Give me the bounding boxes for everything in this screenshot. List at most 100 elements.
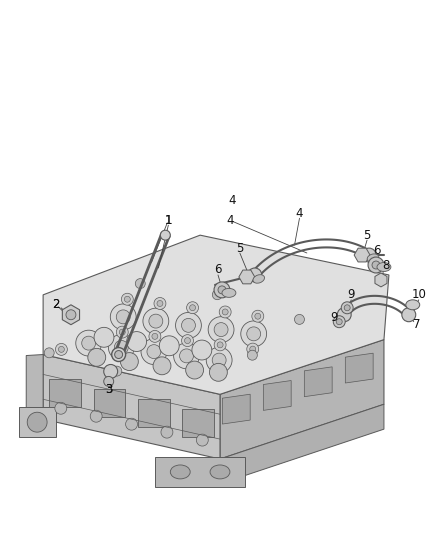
Circle shape [222, 309, 228, 315]
Circle shape [362, 248, 376, 262]
Circle shape [120, 353, 138, 370]
Text: 3: 3 [105, 383, 113, 396]
Polygon shape [263, 381, 291, 410]
Circle shape [241, 321, 267, 347]
Polygon shape [239, 270, 255, 284]
Text: 4: 4 [296, 207, 303, 220]
Circle shape [187, 302, 198, 314]
Circle shape [114, 341, 128, 354]
Circle shape [58, 346, 64, 352]
Polygon shape [375, 273, 387, 287]
Text: 3: 3 [105, 383, 113, 396]
Circle shape [214, 339, 226, 351]
Circle shape [117, 326, 128, 338]
Circle shape [104, 365, 118, 378]
Circle shape [337, 308, 351, 322]
Text: 2: 2 [52, 298, 60, 311]
Ellipse shape [222, 288, 236, 297]
Text: 7: 7 [413, 318, 420, 331]
Circle shape [181, 318, 195, 332]
Circle shape [76, 330, 102, 356]
Text: 8: 8 [382, 259, 390, 271]
Text: 6: 6 [214, 263, 222, 277]
Circle shape [141, 338, 167, 365]
Circle shape [176, 312, 201, 338]
Circle shape [154, 297, 166, 310]
Circle shape [214, 322, 228, 336]
Circle shape [160, 230, 170, 240]
Circle shape [157, 301, 163, 306]
Polygon shape [182, 409, 214, 437]
Circle shape [192, 340, 212, 360]
Text: 9: 9 [331, 311, 338, 324]
Circle shape [127, 332, 147, 351]
Text: 2: 2 [52, 298, 60, 311]
Text: 5: 5 [236, 241, 244, 255]
Circle shape [161, 426, 173, 438]
Polygon shape [19, 407, 56, 437]
Polygon shape [43, 354, 220, 459]
Circle shape [112, 366, 122, 376]
Text: 5: 5 [364, 229, 371, 241]
Circle shape [180, 349, 194, 363]
Circle shape [143, 308, 169, 334]
Polygon shape [354, 248, 370, 262]
Circle shape [372, 261, 380, 269]
Circle shape [212, 290, 222, 300]
Circle shape [149, 314, 163, 328]
Circle shape [250, 346, 256, 352]
Circle shape [108, 334, 134, 360]
Circle shape [186, 361, 204, 379]
Circle shape [104, 376, 114, 386]
Circle shape [112, 348, 126, 361]
Circle shape [149, 330, 161, 342]
Polygon shape [220, 404, 384, 484]
Circle shape [184, 337, 191, 344]
Circle shape [336, 319, 342, 325]
Circle shape [247, 343, 259, 355]
Circle shape [212, 353, 226, 367]
Circle shape [368, 257, 384, 273]
Circle shape [252, 310, 264, 322]
Circle shape [56, 343, 67, 356]
Circle shape [27, 412, 47, 432]
Circle shape [248, 268, 262, 282]
Circle shape [344, 305, 350, 311]
Circle shape [209, 364, 227, 381]
Circle shape [135, 279, 145, 288]
Circle shape [82, 336, 95, 350]
Polygon shape [138, 399, 170, 427]
Circle shape [153, 357, 171, 375]
Text: 9: 9 [347, 288, 355, 301]
Polygon shape [345, 353, 373, 383]
Circle shape [90, 410, 102, 422]
Circle shape [124, 296, 131, 302]
Polygon shape [43, 235, 389, 394]
Circle shape [116, 310, 130, 324]
Circle shape [119, 329, 125, 335]
Circle shape [110, 304, 136, 330]
Circle shape [402, 308, 416, 322]
Circle shape [247, 327, 261, 341]
Circle shape [247, 350, 257, 360]
Circle shape [173, 343, 199, 369]
Text: 1: 1 [165, 214, 172, 227]
Ellipse shape [170, 465, 190, 479]
Circle shape [66, 310, 76, 320]
Ellipse shape [377, 263, 391, 271]
Polygon shape [26, 354, 43, 420]
Circle shape [218, 286, 226, 294]
Text: 4: 4 [226, 214, 233, 227]
Circle shape [294, 314, 304, 325]
Text: 10: 10 [411, 288, 426, 301]
Polygon shape [304, 367, 332, 397]
Circle shape [219, 306, 231, 318]
Text: 6: 6 [373, 244, 381, 256]
Circle shape [190, 305, 195, 311]
Circle shape [126, 418, 138, 430]
Ellipse shape [210, 465, 230, 479]
Polygon shape [62, 305, 80, 325]
Circle shape [115, 351, 123, 359]
Circle shape [44, 348, 54, 358]
Polygon shape [49, 379, 81, 407]
